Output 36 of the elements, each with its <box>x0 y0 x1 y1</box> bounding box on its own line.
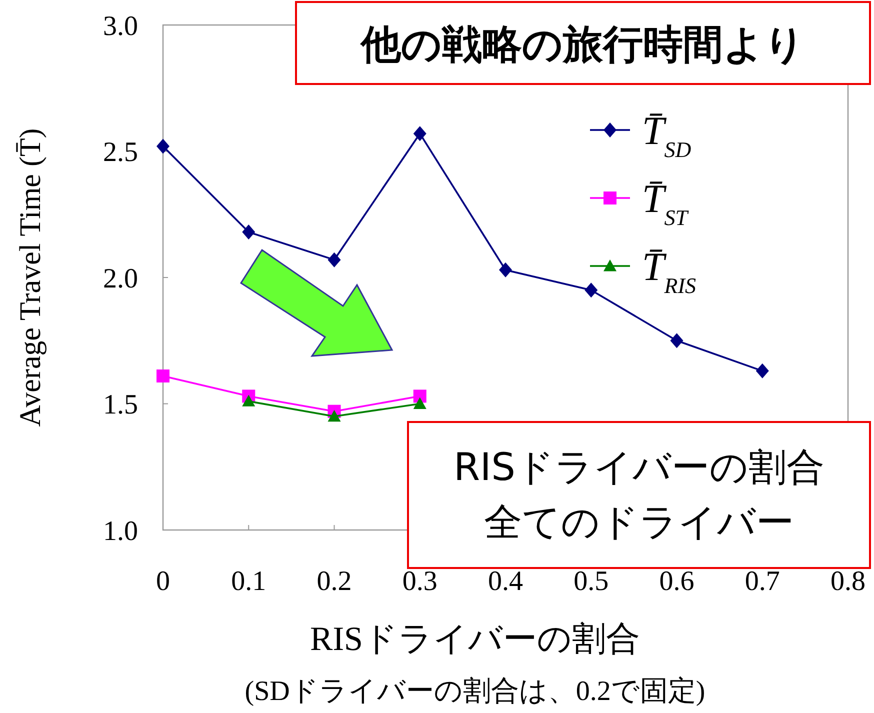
y-tick-label: 2.0 <box>103 263 138 294</box>
x-tick-label: 0.8 <box>830 566 866 597</box>
annotation: RISドライバーの割合 <box>454 445 824 489</box>
y-tick-label: 2.5 <box>103 137 138 168</box>
point <box>328 252 341 268</box>
legend-label: T̄$_{ST}$ <box>642 176 690 230</box>
x-tick-label: 0.1 <box>231 566 266 597</box>
y-tick-label: 1.5 <box>103 390 138 421</box>
point <box>756 363 769 378</box>
x-tick-label: 0.3 <box>402 566 438 597</box>
y-axis-title: Average Travel Time (T̄) <box>14 128 47 427</box>
x-tick-label: 0.7 <box>744 566 780 597</box>
point <box>156 138 170 154</box>
point <box>156 369 170 382</box>
point <box>242 224 256 240</box>
text: (SDドライバーの割合は、0.2で固定) <box>244 676 706 707</box>
y-tick-label: 3.0 <box>103 10 138 42</box>
x-tick-label: 0.2 <box>316 566 352 597</box>
point <box>499 262 512 278</box>
point <box>328 410 341 422</box>
point <box>413 390 426 403</box>
x-axis-title: RISドライバーの割合 <box>310 621 640 658</box>
point <box>413 397 426 409</box>
point <box>242 394 256 406</box>
x-tick-label: 0 <box>156 566 170 597</box>
x-tick-label: 0.5 <box>574 566 609 597</box>
legend-label: T̄$_{SD}$ <box>642 108 692 162</box>
point <box>584 282 598 298</box>
annotation: 全てのドライバー <box>484 500 794 544</box>
point <box>413 126 426 142</box>
x-tick-label: 0.6 <box>659 566 694 597</box>
point <box>670 333 684 348</box>
x-tick-label: 0.4 <box>488 566 523 597</box>
legend-label: T̄$_{RIS}$ <box>642 244 696 298</box>
annotation: 他の戦略の旅行時間より <box>359 22 805 68</box>
y-tick-label: 1.0 <box>103 516 138 547</box>
